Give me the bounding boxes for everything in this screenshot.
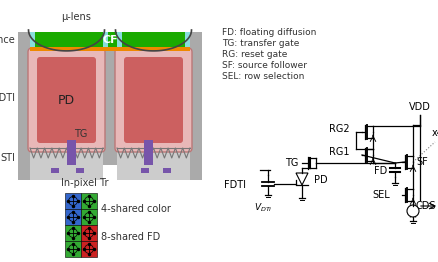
Ellipse shape bbox=[68, 212, 77, 221]
Bar bbox=[18, 32, 30, 180]
FancyBboxPatch shape bbox=[37, 57, 96, 143]
Text: 8-shared FD: 8-shared FD bbox=[101, 232, 160, 242]
Bar bbox=[65, 225, 81, 241]
Bar bbox=[76, 168, 84, 173]
Text: SEL: SEL bbox=[371, 190, 389, 200]
Bar bbox=[67, 140, 76, 165]
Text: FD: FD bbox=[373, 166, 386, 176]
Text: In-pixel Tr: In-pixel Tr bbox=[61, 178, 109, 188]
Text: x4: x4 bbox=[431, 128, 438, 138]
Bar bbox=[190, 32, 201, 180]
Text: 4-shared color: 4-shared color bbox=[101, 204, 170, 214]
FancyBboxPatch shape bbox=[124, 57, 183, 143]
Bar bbox=[30, 47, 190, 51]
Text: RG2: RG2 bbox=[328, 124, 349, 134]
Ellipse shape bbox=[85, 229, 93, 237]
Text: μ-lens: μ-lens bbox=[61, 12, 91, 22]
Bar bbox=[51, 168, 60, 173]
Text: STI: STI bbox=[0, 153, 15, 163]
Ellipse shape bbox=[85, 245, 93, 253]
Polygon shape bbox=[295, 173, 307, 185]
Text: RG1: RG1 bbox=[329, 147, 349, 157]
Bar bbox=[30, 32, 35, 48]
Ellipse shape bbox=[68, 196, 77, 205]
Text: SEL: row selection: SEL: row selection bbox=[222, 72, 304, 81]
Bar bbox=[163, 168, 171, 173]
Bar bbox=[65, 209, 81, 225]
Bar bbox=[103, 32, 117, 165]
Text: CDS: CDS bbox=[414, 201, 435, 211]
Text: PD: PD bbox=[313, 175, 327, 185]
Ellipse shape bbox=[68, 245, 77, 253]
Text: FDTI: FDTI bbox=[223, 180, 245, 190]
Text: Fence: Fence bbox=[0, 35, 15, 45]
Bar bbox=[81, 225, 97, 241]
Text: TG: TG bbox=[284, 158, 297, 168]
Text: VDD: VDD bbox=[408, 102, 430, 112]
Text: $V_{DTi}$: $V_{DTi}$ bbox=[253, 202, 272, 215]
Bar bbox=[81, 241, 97, 257]
Bar bbox=[30, 48, 103, 180]
Bar bbox=[65, 193, 81, 209]
Text: SF: source follower: SF: source follower bbox=[222, 61, 306, 70]
Text: FD: floating diffusion: FD: floating diffusion bbox=[222, 28, 316, 37]
Bar bbox=[184, 32, 190, 48]
Bar bbox=[144, 140, 153, 165]
Bar bbox=[141, 168, 149, 173]
Text: TG: transfer gate: TG: transfer gate bbox=[222, 39, 299, 48]
Bar bbox=[81, 209, 97, 225]
Text: TG: TG bbox=[74, 129, 88, 139]
Ellipse shape bbox=[85, 196, 93, 205]
Bar bbox=[117, 32, 122, 48]
Circle shape bbox=[406, 205, 418, 217]
Bar bbox=[65, 241, 81, 257]
Ellipse shape bbox=[85, 212, 93, 221]
Text: CF: CF bbox=[102, 35, 117, 45]
Text: RG: reset gate: RG: reset gate bbox=[222, 50, 287, 59]
Text: FDTI: FDTI bbox=[0, 93, 15, 103]
Ellipse shape bbox=[68, 229, 77, 237]
FancyBboxPatch shape bbox=[28, 48, 105, 152]
FancyBboxPatch shape bbox=[115, 48, 191, 152]
Bar bbox=[30, 32, 190, 48]
Bar bbox=[103, 32, 108, 48]
Bar bbox=[81, 193, 97, 209]
Text: PD: PD bbox=[58, 94, 75, 106]
Text: SF: SF bbox=[415, 157, 427, 167]
Bar bbox=[117, 48, 190, 180]
